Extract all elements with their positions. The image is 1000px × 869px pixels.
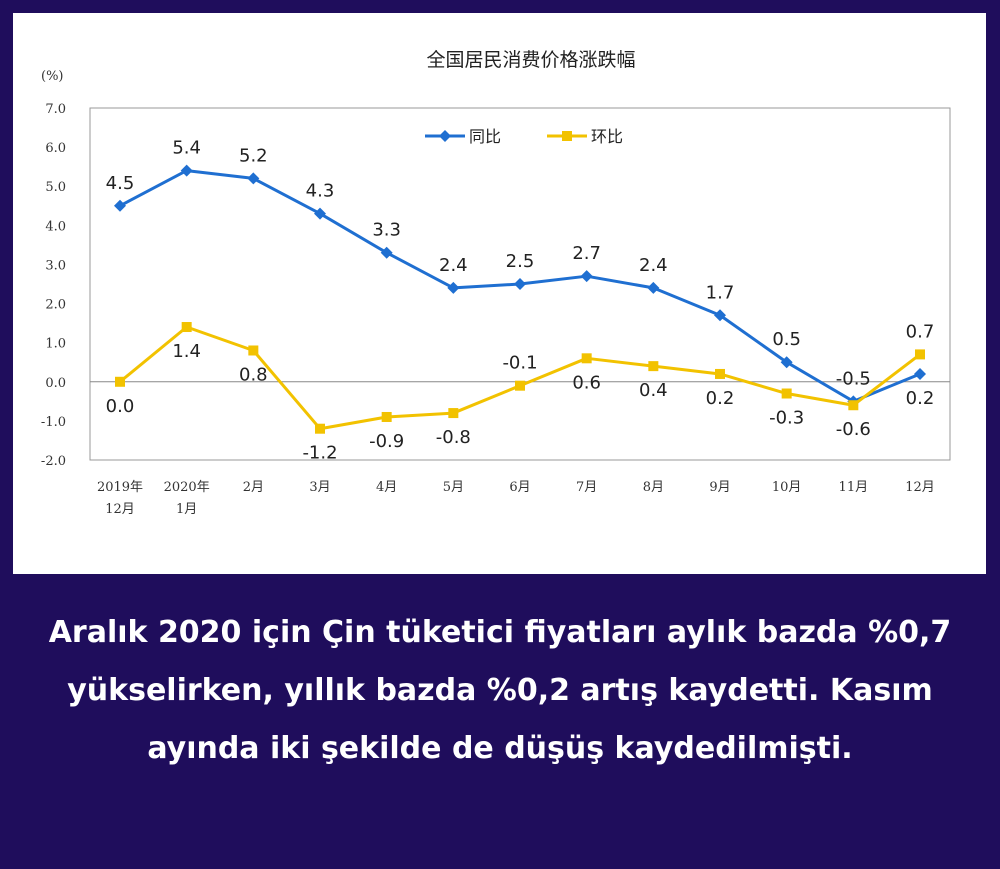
data-point (781, 388, 792, 399)
data-label: 0.2 (706, 388, 735, 409)
data-label: 5.4 (172, 138, 201, 159)
y-tick-label: 1.0 (45, 337, 66, 352)
data-label: -0.6 (836, 419, 871, 440)
data-label: 5.2 (239, 145, 268, 166)
data-label: 4.5 (106, 173, 135, 194)
chart-title: 全国居民消费价格涨跌幅 (426, 49, 635, 71)
x-tick-label: 11月 (839, 480, 869, 495)
y-tick-label: -2.0 (41, 454, 66, 469)
data-label: 0.4 (639, 380, 668, 401)
x-tick-label: 3月 (309, 480, 330, 495)
data-point (248, 345, 259, 356)
series-环比: 0.0 1.4 0.8 -1.2 -0.9 -0.8 -0.1 0.6 0.4 0.2 -0.3 -0… (106, 321, 935, 463)
y-tick-label: 5.0 (45, 180, 66, 195)
data-point (380, 246, 393, 259)
x-tick-label: 5月 (443, 480, 464, 495)
x-tick-label: 12月 (905, 480, 935, 495)
y-tick-label: -1.0 (41, 415, 66, 430)
data-label: 2.5 (506, 251, 535, 272)
legend-item-环比: 环比 (547, 127, 623, 146)
data-point (515, 380, 525, 391)
data-label: 2.4 (439, 255, 468, 276)
y-tick-labels: 7.0 6.0 5.0 4.0 3.0 2.0 1.0 0.0 -1.0 -2.0 (41, 102, 66, 469)
data-point (247, 172, 260, 185)
data-point (848, 400, 859, 411)
data-label: 2.4 (639, 255, 668, 276)
x-tick-label: 2020年 1月 (164, 480, 210, 517)
plot-area-frame (89, 107, 951, 461)
series-同比: 4.5 5.4 5.2 4.3 3.3 2.4 2.5 2.7 2.4 1.7 0.5 -0.5 0.2 (106, 138, 935, 409)
data-label: -0.9 (369, 431, 404, 452)
data-label: -0.5 (836, 368, 871, 389)
y-tick-label: 3.0 (45, 258, 66, 273)
data-label: 3.3 (372, 220, 401, 241)
y-axis-unit-label: (%) (41, 69, 64, 84)
data-point (180, 164, 193, 177)
data-point (314, 207, 326, 220)
data-label: 0.0 (106, 396, 135, 417)
data-point (581, 353, 592, 364)
data-point (647, 281, 660, 294)
data-point (514, 278, 526, 290)
y-tick-label: 4.0 (45, 219, 66, 234)
chart-panel: 全国居民消费价格涨跌幅 (%) 7.0 6.0 5.0 4.0 3.0 2.0 1.0 0.0… (13, 13, 986, 574)
data-label: 4.3 (306, 181, 335, 202)
series-layer: 4.5 5.4 5.2 4.3 3.3 2.4 2.5 2.7 2.4 1.7 0.5 -0.5 0.2… (106, 138, 935, 464)
data-point (181, 322, 192, 333)
legend-swatch-marker (562, 131, 572, 141)
data-point (580, 270, 593, 283)
x-tick-labels: 2019年 12月 2020年 1月 2月 3月 4月 5月 6月 7月 8月 9月 10月 11月 12月 (97, 480, 935, 517)
data-point (714, 309, 726, 322)
x-tick-label: 4月 (376, 480, 397, 495)
data-point (315, 423, 325, 434)
data-point (715, 368, 725, 379)
line-chart: 全国居民消费价格涨跌幅 (%) 7.0 6.0 5.0 4.0 3.0 2.0 1.0 0.0… (41, 49, 951, 517)
data-label: 1.7 (706, 282, 735, 303)
data-label: 1.4 (172, 341, 201, 362)
legend-swatch-marker (439, 130, 451, 142)
caption-text: Aralık 2020 için Çin tüketici fiyatları … (48, 615, 952, 766)
data-label: 0.5 (772, 329, 801, 350)
data-label: -0.3 (769, 408, 804, 429)
y-tick-label: 7.0 (45, 102, 66, 117)
y-tick-label: 6.0 (45, 141, 66, 156)
data-point (648, 361, 659, 372)
legend-item-同比: 同比 (425, 127, 501, 146)
legend-label: 环比 (591, 127, 623, 146)
x-tick-label: 2019年 12月 (97, 480, 143, 517)
data-point (914, 367, 926, 380)
y-tick-label: 0.0 (45, 376, 66, 391)
data-label: 0.6 (572, 372, 601, 393)
x-tick-label: 9月 (709, 480, 730, 495)
data-point (915, 349, 925, 360)
data-point (114, 199, 126, 212)
data-point (448, 408, 459, 419)
data-point (381, 411, 392, 422)
x-tick-label: 7月 (576, 480, 597, 495)
x-tick-label: 2月 (243, 480, 264, 495)
data-label: -0.1 (502, 353, 537, 374)
data-label: 0.2 (906, 388, 935, 409)
data-point (115, 376, 125, 387)
x-tick-label: 10月 (772, 480, 802, 495)
y-tick-label: 2.0 (45, 298, 66, 313)
x-tick-label: 8月 (643, 480, 664, 495)
legend: 同比 环比 (425, 127, 623, 146)
data-label: 2.7 (572, 243, 601, 264)
data-label: 0.7 (906, 321, 935, 342)
legend-label: 同比 (469, 127, 501, 146)
data-label: -1.2 (302, 443, 337, 464)
data-label: 0.8 (239, 364, 268, 385)
data-label: -0.8 (436, 427, 471, 448)
data-point (780, 356, 793, 369)
x-tick-label: 6月 (509, 480, 530, 495)
data-point (447, 281, 460, 294)
